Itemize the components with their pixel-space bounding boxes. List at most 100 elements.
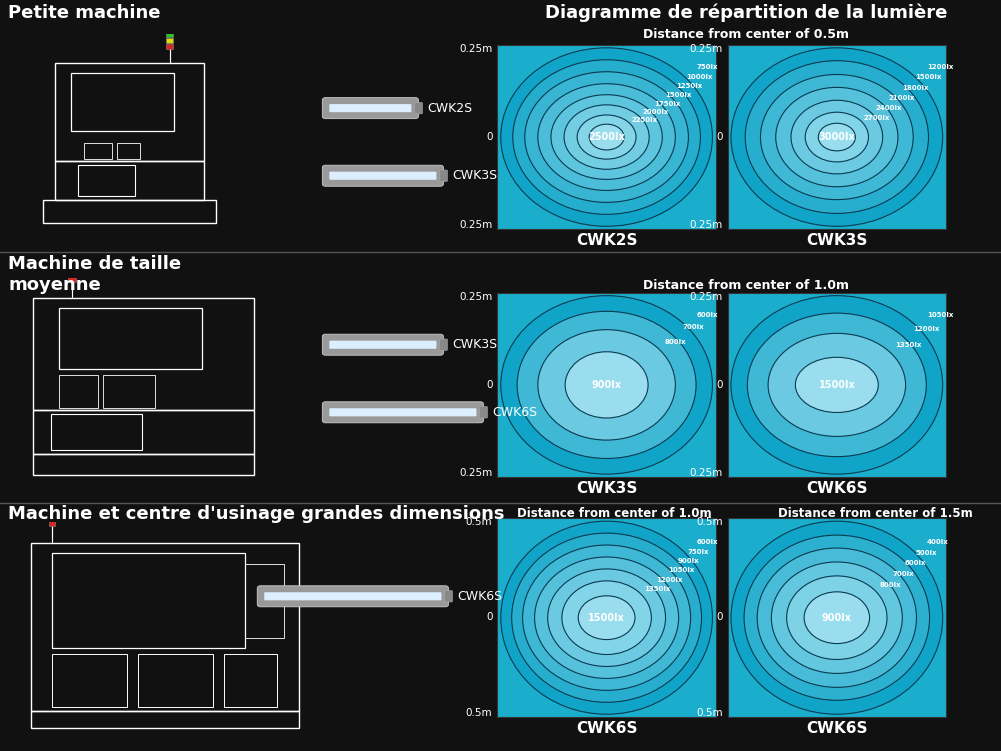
Ellipse shape [578,115,636,159]
Bar [51,414,142,450]
Text: 1750lx: 1750lx [654,101,681,107]
Ellipse shape [518,311,696,458]
FancyBboxPatch shape [257,586,448,607]
Ellipse shape [562,581,652,655]
Text: 0: 0 [486,612,492,623]
FancyBboxPatch shape [414,102,422,114]
Ellipse shape [768,333,906,436]
Text: CWK6S: CWK6S [492,406,538,419]
Text: Diagramme de répartition de la lumière: Diagramme de répartition de la lumière [545,4,947,23]
Bar [55,63,204,161]
Text: CWK6S: CWK6S [806,721,868,736]
Bar [31,711,299,728]
Ellipse shape [748,313,926,457]
Ellipse shape [564,105,650,169]
Text: 0.25m: 0.25m [459,468,492,478]
FancyBboxPatch shape [329,104,411,112]
Text: 1200lx: 1200lx [913,326,939,332]
Text: CWK6S: CWK6S [806,481,868,496]
Bar [49,508,55,513]
Text: 1500lx: 1500lx [589,613,625,623]
Text: 0.25m: 0.25m [459,44,492,54]
FancyBboxPatch shape [322,402,483,423]
Text: 2100lx: 2100lx [889,95,915,101]
Text: 0.25m: 0.25m [459,291,492,302]
Bar [71,73,174,131]
Text: 0.25m: 0.25m [690,44,723,54]
Text: 0.5m: 0.5m [696,708,723,719]
Ellipse shape [731,48,943,226]
Text: 1500lx: 1500lx [665,92,692,98]
Bar [84,143,112,158]
Text: Distance from center of 1.0m: Distance from center of 1.0m [518,507,712,520]
FancyBboxPatch shape [329,172,436,179]
Text: 600lx: 600lx [697,312,718,318]
Text: 1500lx: 1500lx [915,74,941,80]
Bar [52,553,245,648]
Ellipse shape [512,533,702,702]
Text: 0.25m: 0.25m [690,468,723,478]
Text: 600lx: 600lx [697,539,718,545]
Bar [138,654,213,707]
Ellipse shape [538,83,676,191]
Ellipse shape [744,535,930,700]
Ellipse shape [500,296,713,474]
Text: Petite machine: Petite machine [8,4,160,22]
Bar [49,520,55,526]
Ellipse shape [818,123,856,151]
Bar [33,298,254,409]
FancyBboxPatch shape [329,341,436,348]
Text: 3000lx: 3000lx [819,132,855,142]
Ellipse shape [761,74,913,200]
Text: 0: 0 [486,380,492,391]
Text: Machine de taille
moyenne: Machine de taille moyenne [8,255,181,294]
Text: 2250lx: 2250lx [632,117,658,123]
Text: CWK3S: CWK3S [806,233,868,248]
Ellipse shape [513,60,701,214]
Text: 1350lx: 1350lx [895,342,922,348]
Bar [59,376,98,408]
Bar [68,276,76,282]
Text: 900lx: 900lx [822,613,852,623]
Text: CWK2S: CWK2S [427,101,472,115]
Text: CWK6S: CWK6S [457,590,503,603]
Text: 0: 0 [486,131,492,142]
Ellipse shape [791,101,883,174]
Ellipse shape [731,521,943,714]
Ellipse shape [538,330,676,440]
Ellipse shape [551,95,663,179]
Ellipse shape [535,557,679,678]
Text: Distance from center of 1.0m: Distance from center of 1.0m [643,279,849,292]
FancyBboxPatch shape [479,406,487,418]
Text: 1050lx: 1050lx [927,312,953,318]
Ellipse shape [757,548,917,687]
Bar [31,543,299,711]
Ellipse shape [805,112,869,162]
Bar [68,270,76,276]
Bar [78,164,135,196]
Text: 900lx: 900lx [592,380,622,390]
Bar [52,654,127,707]
Text: 900lx: 900lx [678,558,700,564]
Text: 750lx: 750lx [697,65,718,71]
FancyBboxPatch shape [322,98,418,119]
Text: 800lx: 800lx [880,582,901,588]
Text: CWK2S: CWK2S [576,233,638,248]
Text: 1350lx: 1350lx [645,586,671,592]
Ellipse shape [500,521,713,714]
Text: 600lx: 600lx [905,560,926,566]
Text: 700lx: 700lx [683,324,705,330]
Bar [55,161,204,200]
Ellipse shape [525,72,689,202]
Text: 2400lx: 2400lx [876,105,902,111]
Bar [68,264,76,270]
Text: 0.25m: 0.25m [690,220,723,231]
Bar [245,564,284,638]
Text: 2500lx: 2500lx [589,132,625,142]
FancyBboxPatch shape [264,593,441,600]
FancyBboxPatch shape [322,334,443,355]
Text: Distance from center of 0.5m: Distance from center of 0.5m [643,28,849,41]
Ellipse shape [772,562,902,674]
Text: CWK6S: CWK6S [576,721,638,736]
Ellipse shape [804,592,870,644]
